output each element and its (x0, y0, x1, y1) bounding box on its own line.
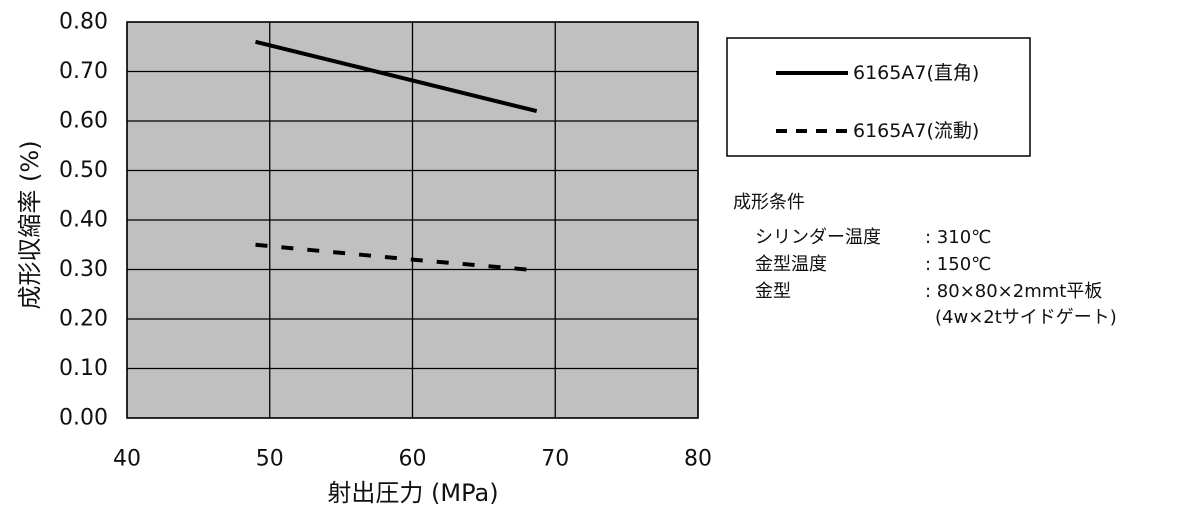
series-line-0 (255, 39, 538, 114)
plot-border (126, 21, 699, 419)
condition-label-mold-temp: 金型温度 (755, 254, 827, 275)
legend: 6165A7(直角) 6165A7(流動) (726, 37, 1031, 157)
condition-value-cylinder-temp: : 310℃ (925, 227, 991, 248)
condition-note-gate: (4w×2tサイドゲート) (935, 307, 1117, 328)
x-axis-label: 射出圧力 (MPa) (327, 479, 498, 507)
condition-value-mold: : 80×80×2mmt平板 (925, 281, 1102, 302)
y-tick-label: 0.50 (59, 158, 108, 183)
legend-label-1: 6165A7(流動) (853, 120, 979, 142)
x-tick-label: 60 (399, 447, 427, 472)
conditions-title: 成形条件 (733, 192, 805, 213)
y-tick-label: 0.00 (59, 406, 108, 431)
condition-label-mold: 金型 (755, 281, 791, 302)
y-tick-label: 0.60 (59, 109, 108, 134)
condition-value-mold-temp: : 150℃ (925, 254, 991, 275)
molding-conditions: 成形条件 シリンダー温度 : 310℃ 金型温度 : 150℃ 金型 : 80×… (733, 192, 1117, 328)
plot-layer: 0.00 0.10 0.20 0.30 0.40 0.50 0.60 0.70 0.80 40 50… (59, 10, 712, 472)
y-tick-label: 0.30 (59, 257, 108, 282)
y-tick-label: 0.80 (59, 10, 108, 35)
y-tick-label: 0.10 (59, 356, 108, 381)
legend-label-0: 6165A7(直角) (853, 62, 979, 84)
condition-label-cylinder-temp: シリンダー温度 (755, 227, 881, 248)
legend-box (726, 37, 1031, 157)
x-tick-label: 80 (684, 447, 712, 472)
y-tick-label: 0.40 (59, 208, 108, 233)
series-line-1 (255, 242, 527, 272)
x-tick-label: 40 (113, 447, 141, 472)
x-tick-label: 50 (256, 447, 284, 472)
y-axis-label: 成形収縮率 (%) (16, 140, 44, 309)
y-tick-label: 0.20 (59, 307, 108, 332)
x-tick-label: 70 (541, 447, 569, 472)
y-tick-label: 0.70 (59, 59, 108, 84)
